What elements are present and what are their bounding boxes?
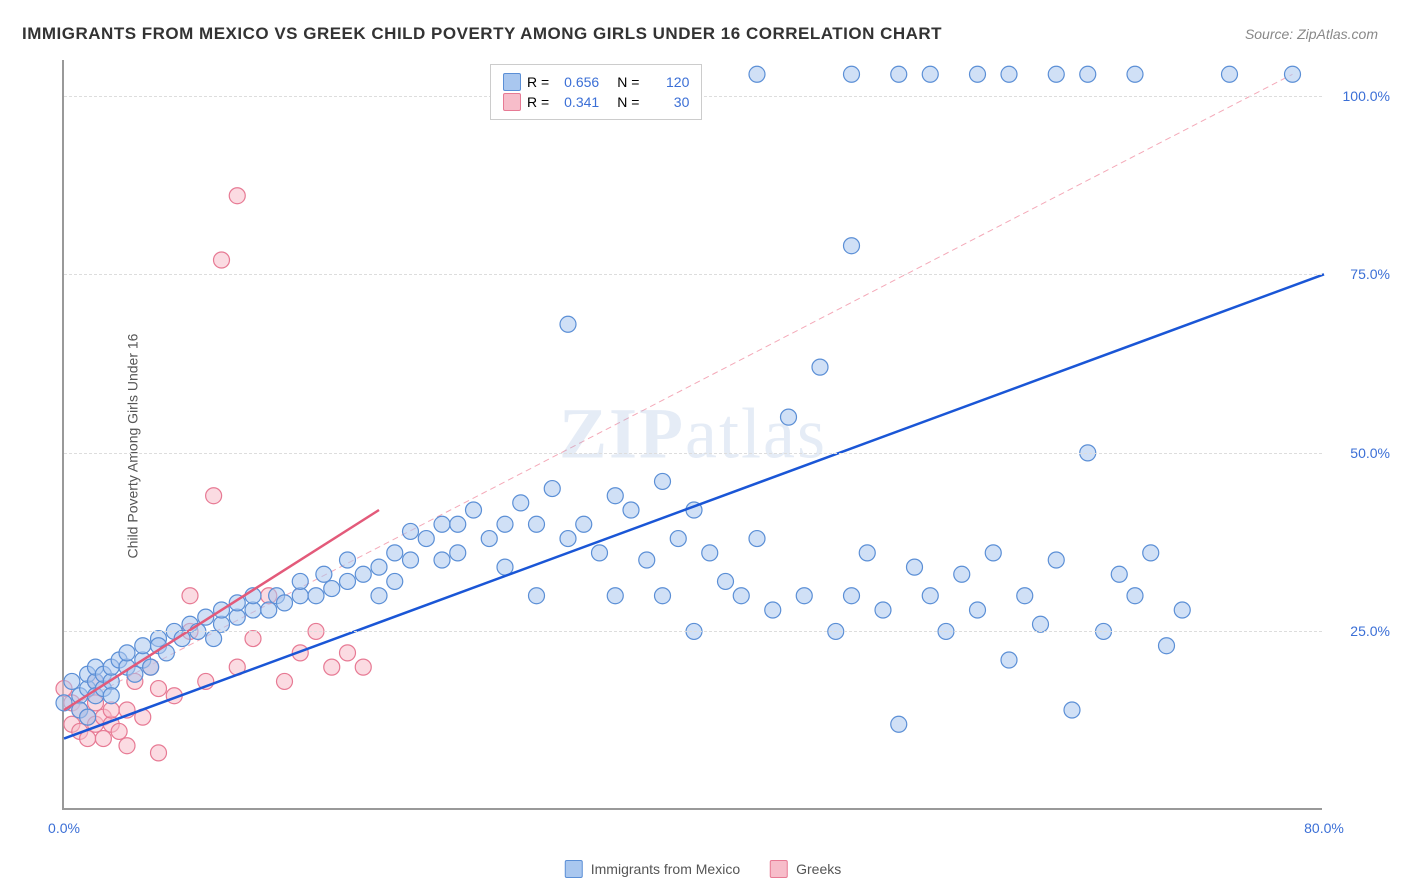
series-legend: Immigrants from Mexico Greeks <box>565 860 841 878</box>
legend-r-value-greeks: 0.341 <box>559 94 599 110</box>
chart-plot-area: ZIPatlas 25.0%50.0%75.0%100.0%0.0%80.0% <box>62 60 1322 810</box>
y-tick-label: 100.0% <box>1343 88 1390 104</box>
scatter-svg <box>64 60 1322 808</box>
y-tick-label: 25.0% <box>1350 623 1390 639</box>
swatch-greeks <box>503 93 521 111</box>
gridline <box>64 631 1322 632</box>
x-tick-label: 0.0% <box>48 820 80 836</box>
legend-r-value-mexico: 0.656 <box>559 74 599 90</box>
source-attribution: Source: ZipAtlas.com <box>1245 26 1378 42</box>
chart-title: IMMIGRANTS FROM MEXICO VS GREEK CHILD PO… <box>22 24 942 44</box>
y-tick-label: 50.0% <box>1350 445 1390 461</box>
swatch-greeks-icon <box>770 860 788 878</box>
legend-r-label: R = <box>527 94 549 110</box>
swatch-mexico <box>503 73 521 91</box>
legend-n-value-greeks: 30 <box>649 94 689 110</box>
legend-item-greeks: Greeks <box>770 860 841 878</box>
y-tick-label: 75.0% <box>1350 266 1390 282</box>
legend-n-value-mexico: 120 <box>649 74 689 90</box>
swatch-mexico-icon <box>565 860 583 878</box>
legend-n-label: N = <box>617 94 639 110</box>
gridline <box>64 274 1322 275</box>
legend-n-label: N = <box>617 74 639 90</box>
gridline <box>64 453 1322 454</box>
legend-label-mexico: Immigrants from Mexico <box>591 861 740 877</box>
correlation-legend: R = 0.656 N = 120 R = 0.341 N = 30 <box>490 64 702 120</box>
legend-label-greeks: Greeks <box>796 861 841 877</box>
x-tick-label: 80.0% <box>1304 820 1344 836</box>
legend-r-label: R = <box>527 74 549 90</box>
legend-row-greeks: R = 0.341 N = 30 <box>503 93 689 111</box>
legend-row-mexico: R = 0.656 N = 120 <box>503 73 689 91</box>
legend-item-mexico: Immigrants from Mexico <box>565 860 740 878</box>
